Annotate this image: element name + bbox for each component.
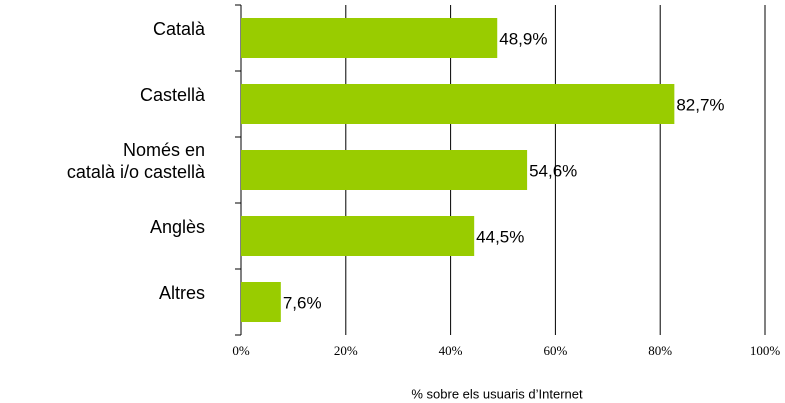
bar [241,18,498,58]
x-axis-label: % sobre els usuaris d’Internet [411,386,583,401]
bar [241,282,281,322]
bar [241,150,528,190]
value-label: 82,7% [676,95,724,114]
value-label: 7,6% [283,293,322,312]
y-tick-label: Castellà [140,85,206,105]
y-tick-label: Català [153,19,206,39]
x-tick-label: 20% [334,343,358,358]
x-tick-label: 80% [648,343,672,358]
y-tick-label: Només en català i/o castellà [67,140,206,182]
value-label: 54,6% [529,161,577,180]
value-label: 44,5% [476,227,524,246]
y-tick-label: Altres [159,283,205,303]
x-tick-label: 60% [543,343,567,358]
value-label: 48,9% [499,29,547,48]
x-tick-label: 0% [232,343,250,358]
bar [241,84,675,124]
x-tick-label: 100% [750,343,781,358]
bar [241,216,475,256]
y-tick-label: Anglès [150,217,205,237]
x-tick-label: 40% [439,343,463,358]
